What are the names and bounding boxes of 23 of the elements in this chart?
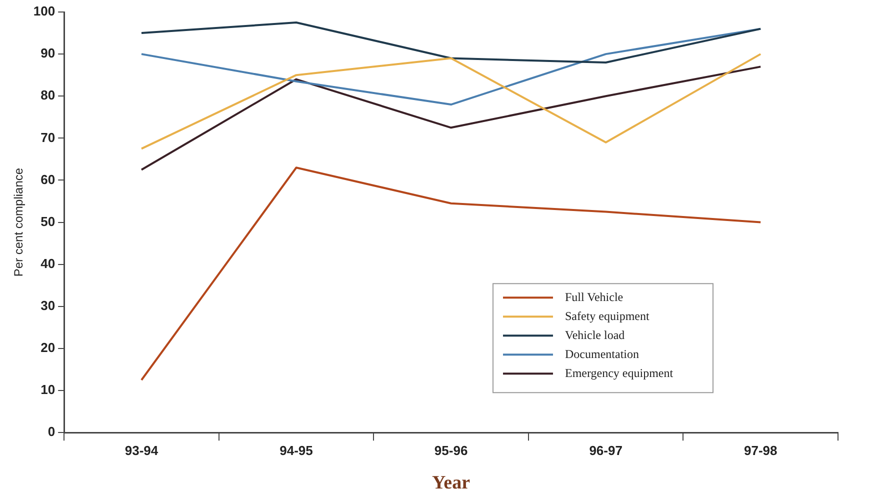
x-axis-title: Year bbox=[432, 472, 471, 494]
legend-label: Full Vehicle bbox=[565, 290, 624, 304]
y-tick-label: 20 bbox=[40, 340, 56, 356]
x-tick-label: 94-95 bbox=[280, 442, 313, 458]
y-tick-label: 40 bbox=[40, 256, 56, 271]
x-tick-label: 95-96 bbox=[434, 442, 468, 458]
y-tick-label: 50 bbox=[40, 214, 56, 229]
y-tick-label: 70 bbox=[40, 130, 56, 145]
legend-label: Emergency equipment bbox=[565, 366, 674, 380]
y-tick-label: 10 bbox=[40, 382, 56, 398]
x-tick-label: 96-97 bbox=[589, 442, 622, 458]
y-tick-label: 60 bbox=[40, 172, 56, 187]
y-tick-label: 30 bbox=[40, 298, 56, 313]
legend-label: Documentation bbox=[565, 346, 639, 361]
x-tick-label: 93-94 bbox=[124, 442, 159, 458]
legend-label: Vehicle load bbox=[565, 328, 625, 342]
y-tick-label: 100 bbox=[33, 4, 56, 19]
y-tick-label: 0 bbox=[48, 424, 56, 440]
y-tick-label: 80 bbox=[40, 88, 56, 103]
y-axis-title: Per cent compliance bbox=[12, 168, 26, 277]
legend-label: Safety equipment bbox=[565, 308, 650, 323]
y-tick-label: 90 bbox=[40, 46, 56, 61]
x-tick-label: 97-98 bbox=[744, 442, 778, 458]
